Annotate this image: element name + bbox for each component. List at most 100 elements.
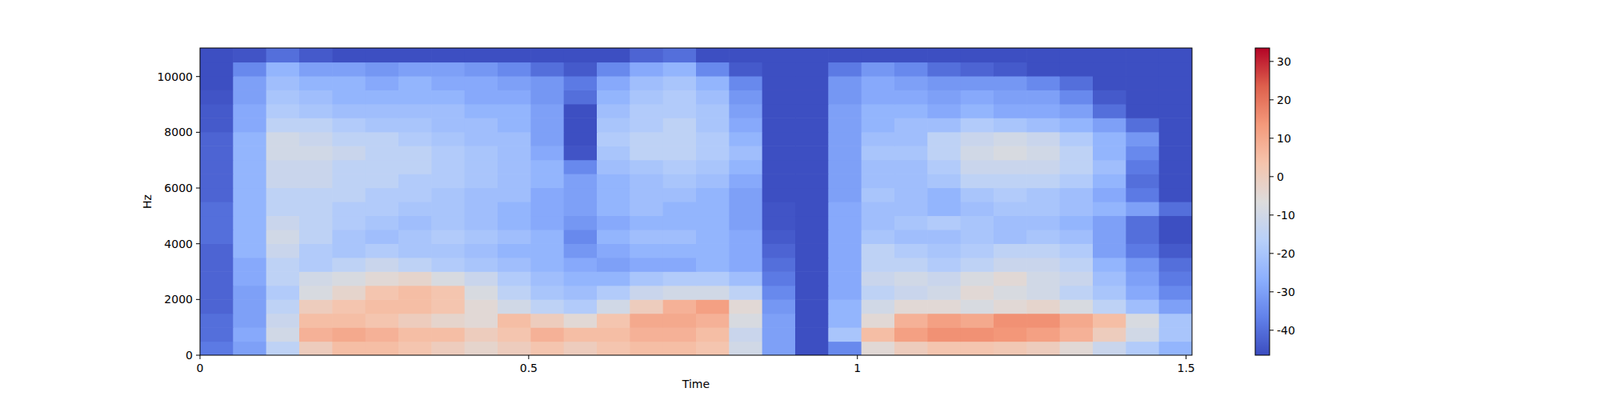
cell xyxy=(728,188,763,203)
chart: 00.511.50200040006000800010000TimeHz-40-… xyxy=(0,0,1600,400)
cell xyxy=(1125,257,1160,272)
cell xyxy=(894,341,928,356)
cell xyxy=(1159,173,1192,188)
cell xyxy=(696,173,730,188)
cell xyxy=(1092,313,1127,328)
cell xyxy=(1159,61,1192,76)
cell xyxy=(1026,76,1060,91)
cell xyxy=(728,313,763,328)
cell xyxy=(927,160,961,175)
cell xyxy=(564,215,598,230)
cell xyxy=(927,257,961,272)
cell xyxy=(266,89,300,104)
cell xyxy=(795,89,829,104)
cell xyxy=(728,271,763,286)
cell xyxy=(299,104,333,119)
cell xyxy=(530,271,564,286)
cell xyxy=(232,327,267,342)
cell xyxy=(299,61,333,76)
cell xyxy=(629,132,664,147)
cell xyxy=(762,173,796,188)
cell xyxy=(960,313,995,328)
cell xyxy=(232,61,267,76)
cell xyxy=(696,48,730,63)
cell xyxy=(1060,229,1094,244)
x-tick xyxy=(200,355,201,360)
cell xyxy=(299,132,333,147)
cell xyxy=(200,117,234,132)
cell xyxy=(894,313,928,328)
cell xyxy=(232,257,267,272)
colorbar-tick xyxy=(1269,176,1274,177)
cell xyxy=(564,243,598,258)
cell xyxy=(728,160,763,175)
cell xyxy=(993,132,1028,147)
cell xyxy=(795,313,829,328)
cell xyxy=(795,243,829,258)
cell xyxy=(1125,76,1160,91)
cell xyxy=(696,188,730,203)
cell xyxy=(299,327,333,342)
colorbar-tick-label: 20 xyxy=(1276,93,1292,107)
cell xyxy=(564,145,598,160)
cell xyxy=(464,188,499,203)
cell xyxy=(629,117,664,132)
cell xyxy=(1125,145,1160,160)
cell xyxy=(894,257,928,272)
cell xyxy=(266,271,300,286)
cell xyxy=(894,201,928,216)
cell xyxy=(365,243,400,258)
cell xyxy=(861,89,896,104)
cell xyxy=(663,327,697,342)
cell xyxy=(861,145,896,160)
cell xyxy=(762,285,796,300)
cell xyxy=(332,160,366,175)
cell xyxy=(993,188,1028,203)
y-tick-label: 2000 xyxy=(164,292,193,306)
cell xyxy=(1125,117,1160,132)
cell xyxy=(497,89,532,104)
cell xyxy=(663,132,697,147)
cell xyxy=(398,89,432,104)
cell xyxy=(232,104,267,119)
cell xyxy=(332,243,366,258)
cell xyxy=(1026,132,1060,147)
cell xyxy=(828,104,862,119)
cell xyxy=(596,132,631,147)
cell xyxy=(795,271,829,286)
cell xyxy=(232,132,267,147)
x-tick-label: 0.5 xyxy=(520,361,538,375)
cell xyxy=(663,104,697,119)
cell xyxy=(696,215,730,230)
y-tick xyxy=(196,355,200,356)
colorbar-tick-label: -40 xyxy=(1276,324,1296,337)
cell xyxy=(564,257,598,272)
colorbar-tick-label: -10 xyxy=(1276,208,1296,222)
cell xyxy=(596,313,631,328)
cell xyxy=(1026,285,1060,300)
cell xyxy=(927,215,961,230)
cell xyxy=(696,61,730,76)
cell xyxy=(564,299,598,314)
cell xyxy=(431,117,465,132)
cell xyxy=(894,76,928,91)
cell xyxy=(299,271,333,286)
cell xyxy=(1026,201,1060,216)
colorbar xyxy=(1255,48,1270,356)
cell xyxy=(728,48,763,63)
cell xyxy=(596,229,631,244)
cell xyxy=(431,285,465,300)
cell xyxy=(696,313,730,328)
cell xyxy=(365,132,400,147)
cell xyxy=(398,173,432,188)
cell xyxy=(564,229,598,244)
cell xyxy=(927,299,961,314)
cell xyxy=(828,299,862,314)
cell xyxy=(332,299,366,314)
cell xyxy=(431,271,465,286)
cell xyxy=(696,104,730,119)
cell xyxy=(1125,285,1160,300)
cell xyxy=(728,117,763,132)
cell xyxy=(1026,48,1060,63)
cell xyxy=(927,201,961,216)
